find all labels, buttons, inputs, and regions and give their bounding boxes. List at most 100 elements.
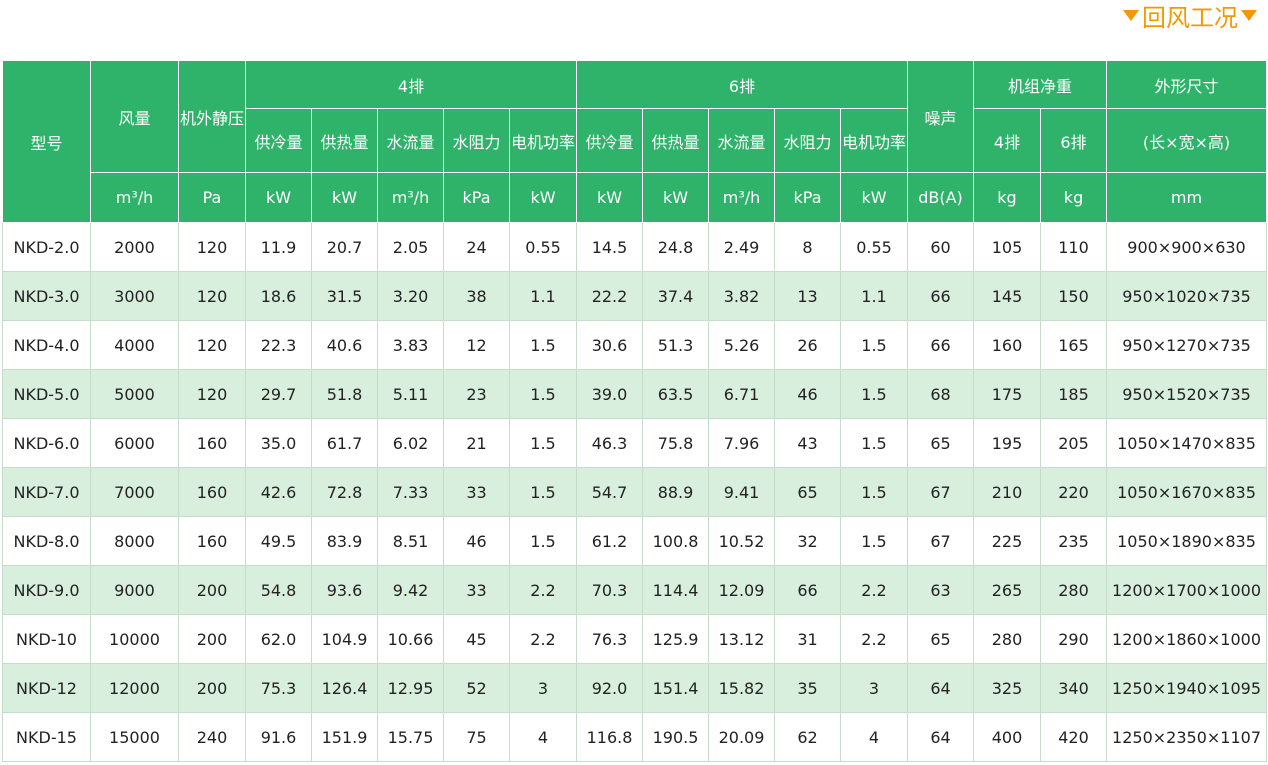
data-cell: 67 — [907, 516, 974, 566]
data-cell: 5.11 — [377, 369, 444, 419]
data-cell: 7.96 — [708, 418, 775, 468]
data-cell: 24 — [443, 222, 510, 272]
data-cell: 145 — [973, 271, 1041, 321]
data-cell: 39.0 — [576, 369, 643, 419]
data-cell: 30.6 — [576, 320, 643, 370]
data-cell: 66 — [907, 271, 974, 321]
data-cell: 340 — [1039, 663, 1108, 713]
data-cell: 12.95 — [377, 663, 444, 713]
triangle-icon — [1241, 10, 1257, 21]
data-cell: 15000 — [90, 712, 179, 762]
data-cell: 325 — [973, 663, 1041, 713]
data-cell: 46 — [443, 516, 510, 566]
data-cell: 104.9 — [311, 614, 378, 664]
data-cell: 420 — [1039, 712, 1108, 762]
data-cell: 185 — [1039, 369, 1108, 419]
data-cell: 24.8 — [642, 222, 709, 272]
data-cell: 5.26 — [708, 320, 775, 370]
data-cell: 37.4 — [642, 271, 709, 321]
data-cell: 1200×1700×1000 — [1106, 565, 1268, 615]
data-cell: 220 — [1039, 467, 1108, 517]
header-cell: 外形尺寸 — [1106, 60, 1268, 109]
data-cell: 120 — [178, 271, 246, 321]
data-cell: 200 — [178, 614, 246, 664]
data-cell: 195 — [973, 418, 1041, 468]
header-cell: 供冷量 — [576, 108, 643, 173]
data-cell: 3.83 — [377, 320, 444, 370]
data-cell: 6.02 — [377, 418, 444, 468]
data-cell: 31 — [774, 614, 841, 664]
data-cell: 200 — [178, 565, 246, 615]
data-cell: 38 — [443, 271, 510, 321]
data-cell: 51.8 — [311, 369, 378, 419]
data-cell: NKD-3.0 — [2, 271, 91, 321]
data-row: NKD-2.0 2000 120 11.9 20.7 2.05 24 0.55 14.5 24.8… — [2, 222, 1268, 272]
data-row: NKD-5.0 5000 120 29.7 51.8 5.11 23 1.5 39.0 63.5 6… — [2, 369, 1268, 419]
data-cell: 160 — [178, 467, 246, 517]
data-cell: 4 — [840, 712, 908, 762]
header-cell: 电机功率 — [509, 108, 577, 173]
header-cell: 6排 — [1039, 108, 1108, 173]
section-title: 回风工况 — [1120, 0, 1260, 32]
data-cell: 126.4 — [311, 663, 378, 713]
header-cell: kPa — [443, 172, 510, 223]
data-cell: 20.7 — [311, 222, 378, 272]
data-cell: 950×1020×735 — [1106, 271, 1268, 321]
data-cell: 1250×1940×1095 — [1106, 663, 1268, 713]
header-cell: m³/h — [90, 172, 179, 223]
data-cell: NKD-4.0 — [2, 320, 91, 370]
data-cell: 1250×2350×1107 — [1106, 712, 1268, 762]
data-cell: 151.4 — [642, 663, 709, 713]
data-cell: 160 — [973, 320, 1041, 370]
data-cell: 20.09 — [708, 712, 775, 762]
data-cell: 1.5 — [509, 418, 577, 468]
data-cell: 35 — [774, 663, 841, 713]
data-cell: NKD-12 — [2, 663, 91, 713]
data-cell: 22.3 — [245, 320, 312, 370]
data-cell: 240 — [178, 712, 246, 762]
data-cell: 4000 — [90, 320, 179, 370]
data-cell: 1200×1860×1000 — [1106, 614, 1268, 664]
header-cell: kW — [245, 172, 312, 223]
header-cell: (长×宽×高) — [1106, 108, 1268, 173]
data-cell: 40.6 — [311, 320, 378, 370]
data-cell: 61.7 — [311, 418, 378, 468]
data-cell: 2.49 — [708, 222, 775, 272]
header-cell: 水阻力 — [443, 108, 510, 173]
header-cell: kW — [642, 172, 709, 223]
data-cell: 26 — [774, 320, 841, 370]
header-cell: kW — [576, 172, 643, 223]
data-cell: 0.55 — [509, 222, 577, 272]
data-cell: 12 — [443, 320, 510, 370]
data-cell: 280 — [973, 614, 1041, 664]
header-cell: 水流量 — [708, 108, 775, 173]
data-cell: 8.51 — [377, 516, 444, 566]
data-cell: 29.7 — [245, 369, 312, 419]
data-cell: 125.9 — [642, 614, 709, 664]
data-cell: 68 — [907, 369, 974, 419]
data-cell: 63.5 — [642, 369, 709, 419]
header-cell: Pa — [178, 172, 246, 223]
data-cell: 3 — [840, 663, 908, 713]
data-cell: 54.7 — [576, 467, 643, 517]
data-cell: 66 — [774, 565, 841, 615]
data-cell: 9.42 — [377, 565, 444, 615]
data-cell: 151.9 — [311, 712, 378, 762]
data-cell: 150 — [1039, 271, 1108, 321]
data-cell: 65 — [907, 418, 974, 468]
data-cell: 1.5 — [840, 320, 908, 370]
data-cell: 1.5 — [509, 369, 577, 419]
data-cell: 110 — [1039, 222, 1108, 272]
data-cell: 60 — [907, 222, 974, 272]
header-cell: 供冷量 — [245, 108, 312, 173]
data-cell: 15.82 — [708, 663, 775, 713]
data-cell: 225 — [973, 516, 1041, 566]
header-cell: kW — [311, 172, 378, 223]
header-cell: kg — [1039, 172, 1108, 223]
data-row: NKD-4.0 4000 120 22.3 40.6 3.83 12 1.5 30.6 51.3 5… — [2, 320, 1268, 370]
data-cell: 21 — [443, 418, 510, 468]
header-row: m³/h Pa kW kW m³/h kPa kW kW kW m³/h kPa kW dB(A) kg k… — [3, 172, 1268, 223]
data-cell: 49.5 — [245, 516, 312, 566]
data-cell: 33 — [443, 565, 510, 615]
data-cell: 92.0 — [576, 663, 643, 713]
